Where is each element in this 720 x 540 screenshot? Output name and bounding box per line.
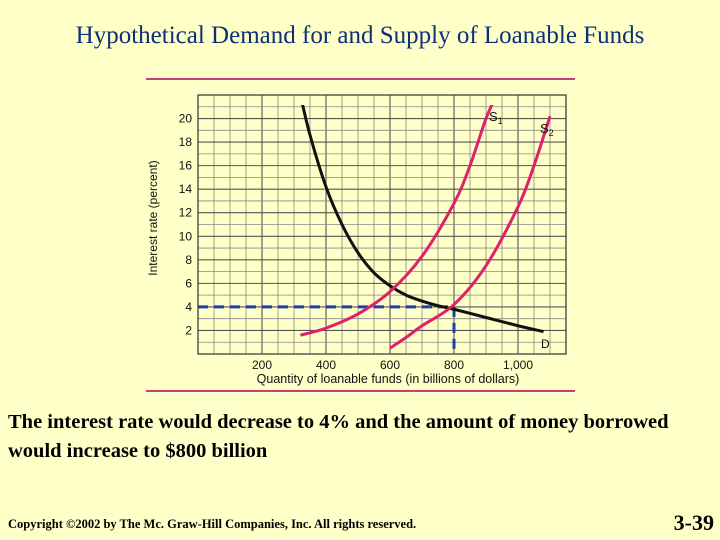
series-label-s1: S1 <box>489 109 503 126</box>
x-tick-label: 800 <box>444 358 464 372</box>
slide-number: 3-39 <box>673 510 714 535</box>
y-tick-label: 12 <box>179 206 193 220</box>
y-tick-label: 6 <box>185 276 192 290</box>
slide-caption: The interest rate would decrease to 4% a… <box>8 411 669 462</box>
y-tick-label: 2 <box>185 323 192 337</box>
series-line-s1 <box>300 105 494 337</box>
equilibrium-guides <box>198 305 456 354</box>
y-tick-label: 18 <box>179 135 193 149</box>
series-label-s2: S2 <box>540 121 554 138</box>
series-line-s2 <box>389 115 552 350</box>
y-tick-label: 10 <box>179 229 193 243</box>
plot-frame <box>197 94 567 355</box>
y-tick-label: 20 <box>179 112 193 126</box>
y-tick-label: 8 <box>185 253 192 267</box>
series-line-d <box>301 105 544 334</box>
chart-ticks: 200 400 600 800 1,000 2 4 6 8 10 12 14 16 18 20 <box>179 112 534 372</box>
copyright-notice: Copyright ©2002 by The Mc. Graw-Hill Com… <box>8 517 417 531</box>
x-tick-label: 200 <box>252 358 272 372</box>
y-tick-label: 16 <box>179 159 193 173</box>
series-label-d: D <box>541 337 550 351</box>
x-tick-label: 600 <box>380 358 400 372</box>
x-tick-label: 400 <box>316 358 336 372</box>
x-axis-label: Quantity of loanable funds (in billions … <box>257 372 520 386</box>
chart-series <box>300 105 552 350</box>
y-axis-label: Interest rate (percent) <box>146 160 160 275</box>
x-tick-label: 1,000 <box>503 358 533 372</box>
y-tick-label: 4 <box>185 300 192 314</box>
y-tick-label: 14 <box>179 182 193 196</box>
slide-title: Hypothetical Demand for and Supply of Lo… <box>75 22 645 49</box>
